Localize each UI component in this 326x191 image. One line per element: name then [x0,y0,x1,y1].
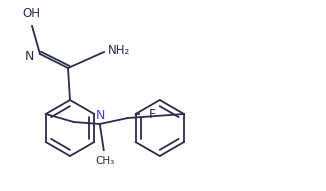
Text: OH: OH [22,7,40,20]
Text: NH₂: NH₂ [108,44,130,57]
Text: F: F [149,108,156,121]
Text: N: N [25,50,34,63]
Text: CH₃: CH₃ [95,156,114,166]
Text: N: N [96,109,105,122]
